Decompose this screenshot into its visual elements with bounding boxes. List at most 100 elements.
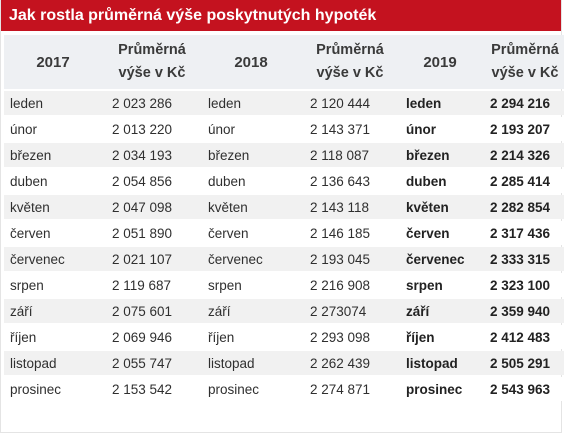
table-row: leden 2 023 286 leden 2 120 444 leden 2 294 2…: [4, 91, 564, 115]
cell-value-2018: 2 143 371: [300, 117, 400, 141]
cell-value-2018: 2 193 045: [300, 247, 400, 271]
cell-value-2019: 2 285 414: [480, 169, 564, 193]
cell-month-2017: leden: [4, 91, 102, 115]
cell-month-2018: říjen: [202, 325, 300, 349]
header-average-line1: Průměrná: [316, 42, 384, 58]
cell-month-2017: květen: [4, 195, 102, 219]
table-row: únor 2 013 220 únor 2 143 371 únor 2 193 207: [4, 117, 564, 141]
cell-value-2019: 2 317 436: [480, 221, 564, 245]
cell-month-2019: leden: [400, 91, 480, 115]
cell-value-2017: 2 075 601: [102, 299, 202, 323]
cell-value-2017: 2 153 542: [102, 377, 202, 401]
cell-month-2018: září: [202, 299, 300, 323]
header-average-2018: Průměrná výše v Kč: [300, 35, 400, 89]
cell-value-2017: 2 034 193: [102, 143, 202, 167]
cell-value-2018: 2 273074: [300, 299, 400, 323]
cell-month-2017: únor: [4, 117, 102, 141]
table-body: leden 2 023 286 leden 2 120 444 leden 2 294 2…: [4, 91, 564, 401]
cell-month-2018: červenec: [202, 247, 300, 271]
cell-month-2017: duben: [4, 169, 102, 193]
cell-value-2019: 2 333 315: [480, 247, 564, 271]
cell-month-2018: leden: [202, 91, 300, 115]
cell-value-2018: 2 262 439: [300, 351, 400, 375]
cell-month-2019: listopad: [400, 351, 480, 375]
cell-month-2019: prosinec: [400, 377, 480, 401]
cell-value-2018: 2 293 098: [300, 325, 400, 349]
cell-month-2019: srpen: [400, 273, 480, 297]
table-row: prosinec 2 153 542 prosinec 2 274 871 prosin…: [4, 377, 564, 401]
cell-value-2017: 2 069 946: [102, 325, 202, 349]
cell-month-2019: únor: [400, 117, 480, 141]
cell-month-2019: červen: [400, 221, 480, 245]
cell-value-2019: 2 412 483: [480, 325, 564, 349]
header-average-line2: výše v Kč: [491, 65, 559, 81]
header-average-2017: Průměrná výše v Kč: [102, 35, 202, 89]
cell-value-2017: 2 013 220: [102, 117, 202, 141]
table-title: Jak rostla průměrná výše poskytnutých hy…: [1, 0, 561, 31]
cell-value-2019: 2 543 963: [480, 377, 564, 401]
table-row: červen 2 051 890 červen 2 146 185 červen 2 31…: [4, 221, 564, 245]
cell-value-2018: 2 274 871: [300, 377, 400, 401]
table-row: září 2 075 601 září 2 273074 září 2 359 940: [4, 299, 564, 323]
table-row: duben 2 054 856 duben 2 136 643 duben 2 285 4…: [4, 169, 564, 193]
header-year-2018: 2018: [202, 35, 300, 89]
cell-month-2018: duben: [202, 169, 300, 193]
cell-value-2017: 2 054 856: [102, 169, 202, 193]
cell-value-2019: 2 323 100: [480, 273, 564, 297]
cell-month-2017: říjen: [4, 325, 102, 349]
cell-value-2017: 2 055 747: [102, 351, 202, 375]
cell-value-2019: 2 193 207: [480, 117, 564, 141]
cell-month-2017: prosinec: [4, 377, 102, 401]
cell-month-2017: červenec: [4, 247, 102, 271]
mortgage-average-table: 2017 Průměrná výše v Kč 2018 Průměrná vý…: [4, 33, 564, 403]
cell-month-2019: září: [400, 299, 480, 323]
cell-value-2018: 2 136 643: [300, 169, 400, 193]
cell-value-2017: 2 051 890: [102, 221, 202, 245]
cell-value-2017: 2 023 286: [102, 91, 202, 115]
header-average-line2: výše v Kč: [118, 65, 186, 81]
cell-value-2017: 2 021 107: [102, 247, 202, 271]
table-row: říjen 2 069 946 říjen 2 293 098 říjen 2 412 4…: [4, 325, 564, 349]
cell-month-2017: září: [4, 299, 102, 323]
cell-month-2019: duben: [400, 169, 480, 193]
cell-value-2018: 2 216 908: [300, 273, 400, 297]
cell-value-2019: 2 214 326: [480, 143, 564, 167]
header-year-2017: 2017: [4, 35, 102, 89]
cell-month-2019: červenec: [400, 247, 480, 271]
cell-month-2017: srpen: [4, 273, 102, 297]
cell-value-2018: 2 118 087: [300, 143, 400, 167]
cell-month-2018: srpen: [202, 273, 300, 297]
cell-month-2019: říjen: [400, 325, 480, 349]
header-average-line2: výše v Kč: [316, 65, 384, 81]
table-row: květen 2 047 098 květen 2 143 118 květen 2 28…: [4, 195, 564, 219]
cell-value-2019: 2 294 216: [480, 91, 564, 115]
table-row: červenec 2 021 107 červenec 2 193 045 červen…: [4, 247, 564, 271]
cell-month-2018: listopad: [202, 351, 300, 375]
cell-value-2017: 2 047 098: [102, 195, 202, 219]
cell-value-2018: 2 143 118: [300, 195, 400, 219]
header-average-line1: Průměrná: [491, 42, 559, 58]
table-row: březen 2 034 193 březen 2 118 087 březen 2 21…: [4, 143, 564, 167]
cell-month-2018: únor: [202, 117, 300, 141]
cell-month-2018: červen: [202, 221, 300, 245]
cell-month-2018: prosinec: [202, 377, 300, 401]
cell-month-2017: červen: [4, 221, 102, 245]
header-row: 2017 Průměrná výše v Kč 2018 Průměrná vý…: [4, 35, 564, 89]
cell-month-2019: květen: [400, 195, 480, 219]
cell-month-2018: březen: [202, 143, 300, 167]
cell-value-2019: 2 359 940: [480, 299, 564, 323]
header-average-2019: Průměrná výše v Kč: [480, 35, 564, 89]
cell-month-2017: listopad: [4, 351, 102, 375]
cell-month-2018: květen: [202, 195, 300, 219]
header-average-line1: Průměrná: [118, 42, 186, 58]
table-row: listopad 2 055 747 listopad 2 262 439 listop…: [4, 351, 564, 375]
table-row: srpen 2 119 687 srpen 2 216 908 srpen 2 323 1…: [4, 273, 564, 297]
cell-month-2017: březen: [4, 143, 102, 167]
cell-value-2018: 2 146 185: [300, 221, 400, 245]
header-year-2019: 2019: [400, 35, 480, 89]
cell-value-2018: 2 120 444: [300, 91, 400, 115]
cell-value-2017: 2 119 687: [102, 273, 202, 297]
cell-value-2019: 2 282 854: [480, 195, 564, 219]
cell-value-2019: 2 505 291: [480, 351, 564, 375]
